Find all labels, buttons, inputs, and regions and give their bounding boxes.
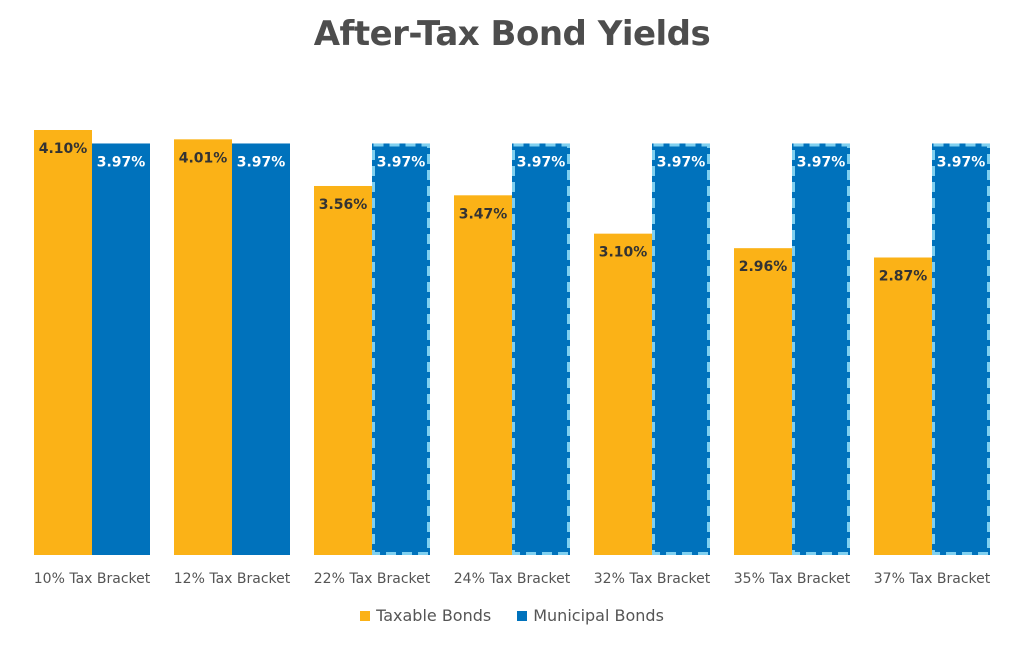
legend-swatch-municipal <box>517 610 528 621</box>
data-label: 2.87% <box>879 269 928 285</box>
bar-municipal <box>512 143 570 555</box>
bar-municipal <box>792 143 850 555</box>
bar-group: 2.87% 3.97% <box>874 143 990 555</box>
bar-taxable <box>174 139 232 555</box>
chart-title: After-Tax Bond Yields <box>313 14 711 54</box>
bar-taxable <box>594 233 652 555</box>
data-label: 3.97% <box>237 154 286 170</box>
x-tick-label: 37% Tax Bracket <box>874 571 991 587</box>
bar-taxable <box>874 257 932 555</box>
bar-taxable <box>34 130 92 555</box>
bar-group: 4.10% 3.97% <box>34 130 150 555</box>
data-label: 3.97% <box>937 154 986 170</box>
data-label: 3.56% <box>319 197 368 213</box>
data-label: 3.47% <box>459 206 508 222</box>
legend-label-municipal: Municipal Bonds <box>533 606 664 625</box>
bar-municipal <box>232 143 290 555</box>
data-label: 3.97% <box>657 154 706 170</box>
legend-label-taxable: Taxable Bonds <box>376 606 492 625</box>
bar-taxable <box>734 248 792 556</box>
x-tick-label: 10% Tax Bracket <box>34 571 151 587</box>
data-label: 3.97% <box>517 154 566 170</box>
bar-taxable <box>454 195 512 555</box>
legend-item-taxable: Taxable Bonds <box>360 606 491 625</box>
bar-municipal <box>372 143 430 555</box>
x-tick-label: 35% Tax Bracket <box>734 571 851 587</box>
x-tick-label: 32% Tax Bracket <box>594 571 711 587</box>
legend-item-municipal: Municipal Bonds <box>517 606 664 625</box>
data-label: 3.97% <box>97 154 146 170</box>
chart-legend: Taxable Bonds Municipal Bonds <box>0 606 1024 625</box>
bar-taxable <box>314 185 372 555</box>
bar-municipal <box>92 143 150 555</box>
bar-municipal <box>932 143 990 555</box>
data-label: 2.96% <box>739 259 788 275</box>
bar-highlight-outline <box>652 143 710 555</box>
data-label: 3.97% <box>797 154 846 170</box>
data-label: 3.97% <box>377 154 426 170</box>
bar-group: 2.96% 3.97% <box>734 143 850 556</box>
bar-group: 3.56% 3.97% <box>314 143 430 555</box>
bar-highlight-outline <box>792 143 850 555</box>
data-label: 3.10% <box>599 245 648 261</box>
bar-highlight-outline <box>372 143 430 555</box>
x-tick-label: 24% Tax Bracket <box>454 571 571 587</box>
bar-highlight-outline <box>932 143 990 555</box>
bar-group: 4.01% 3.97% <box>174 139 290 555</box>
bar-group: 3.47% 3.97% <box>454 143 570 555</box>
data-label: 4.10% <box>39 141 88 157</box>
bar-group: 3.10% 3.97% <box>594 143 710 555</box>
data-label: 4.01% <box>179 150 228 166</box>
x-tick-label: 12% Tax Bracket <box>174 571 291 587</box>
x-tick-label: 22% Tax Bracket <box>314 571 431 587</box>
legend-swatch-taxable <box>360 610 371 621</box>
bar-highlight-outline <box>512 143 570 555</box>
bar-municipal <box>652 143 710 555</box>
